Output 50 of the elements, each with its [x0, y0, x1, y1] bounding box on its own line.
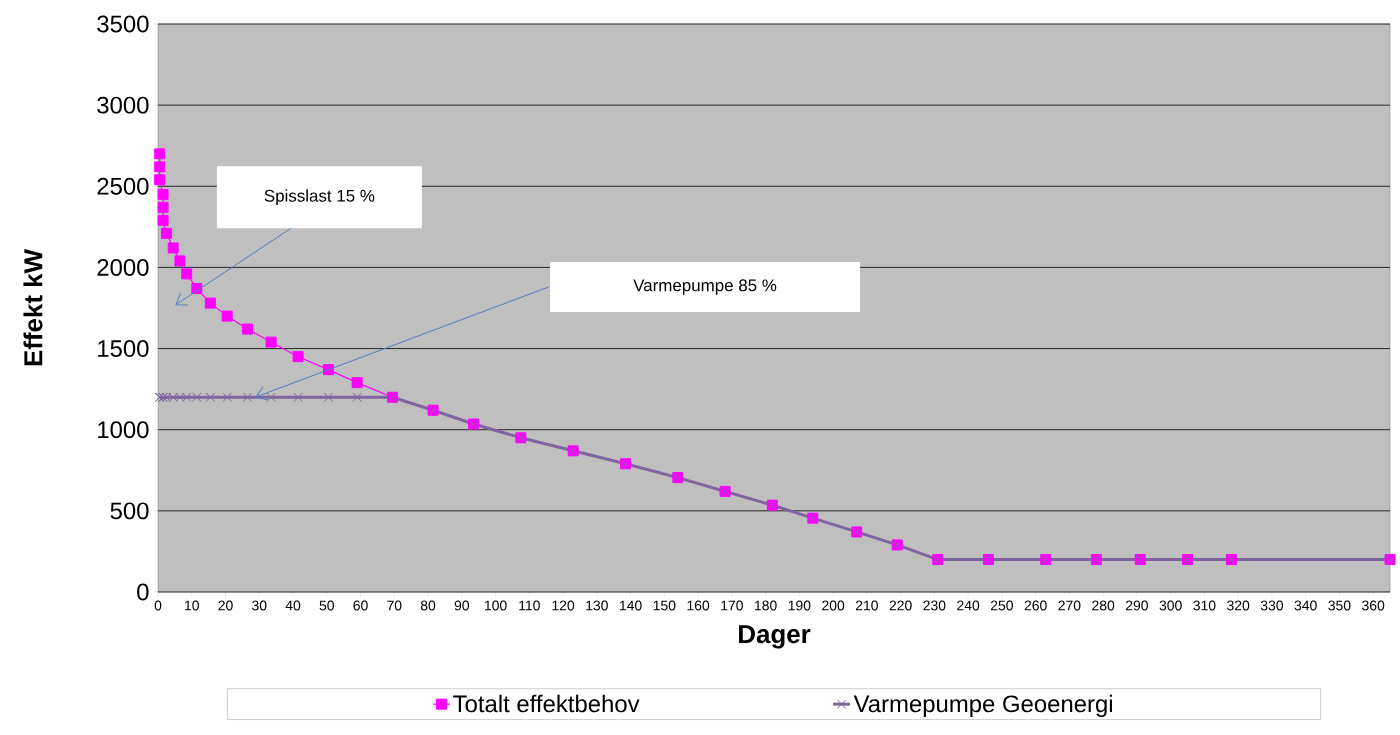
- x-tick-label: 340: [1294, 600, 1317, 611]
- x-tick-label: 80: [420, 600, 436, 611]
- x-tick-label: 50: [319, 600, 334, 611]
- x-tick-label: 280: [1092, 600, 1115, 611]
- y-tick-label: 1500: [98, 340, 149, 358]
- x-tick-label: 320: [1227, 600, 1250, 611]
- annotation: Spisslast 15 %: [264, 189, 375, 206]
- x-tick-label: 140: [620, 600, 642, 611]
- x-tick-label: 270: [1058, 600, 1081, 611]
- x-tick-label: 200: [822, 600, 845, 611]
- x-tick-label: 40: [285, 600, 301, 611]
- y-tick-label: 1000: [98, 421, 149, 439]
- x-tick-label: 180: [755, 600, 777, 611]
- x-tick-label: 220: [889, 600, 912, 611]
- x-tick-label: 310: [1193, 600, 1216, 611]
- x-tick-label: 70: [387, 600, 402, 611]
- x-tick-label: 360: [1362, 600, 1385, 611]
- y-tick-label: 2500: [97, 177, 149, 195]
- x-tick-label: 130: [586, 600, 608, 611]
- x-tick-label: 150: [653, 600, 676, 611]
- legend-label: Totalt effektbehov: [453, 694, 640, 713]
- y-tick-label: 2000: [97, 258, 149, 276]
- y-tick-label: 500: [110, 502, 149, 520]
- x-tick-label: 160: [687, 600, 710, 611]
- legend-label: Varmepumpe Geoenergi: [853, 694, 1112, 718]
- x-tick-label: 240: [957, 600, 980, 611]
- y-tick-label: 3000: [97, 96, 149, 114]
- x-tick-label: 20: [218, 600, 233, 611]
- x-tick-label: 300: [1159, 600, 1182, 611]
- x-tick-label: 350: [1328, 600, 1351, 611]
- x-tick-label: 60: [353, 600, 368, 611]
- y-axis-title: Effekt kW: [23, 249, 43, 366]
- x-tick-label: 260: [1024, 600, 1047, 611]
- x-tick-label: 230: [923, 600, 946, 611]
- x-tick-label: 290: [1125, 600, 1148, 611]
- x-tick-label: 30: [252, 600, 267, 611]
- x-tick-label: 190: [788, 600, 811, 611]
- x-tick-label: 330: [1260, 600, 1284, 611]
- x-tick-label: 0: [154, 600, 162, 611]
- y-tick-label: 3500: [97, 15, 149, 33]
- x-tick-label: 120: [552, 600, 575, 611]
- x-tick-label: 210: [855, 600, 878, 611]
- x-axis-title: Dager: [739, 625, 811, 649]
- x-tick-label: 250: [990, 600, 1013, 611]
- x-tick-label: 90: [454, 600, 470, 611]
- x-tick-label: 100: [484, 600, 507, 611]
- annotation: Varmepumpe 85 %: [633, 279, 777, 295]
- x-tick-label: 10: [185, 600, 199, 611]
- x-tick-label: 110: [519, 600, 540, 611]
- x-tick-label: 170: [721, 600, 743, 611]
